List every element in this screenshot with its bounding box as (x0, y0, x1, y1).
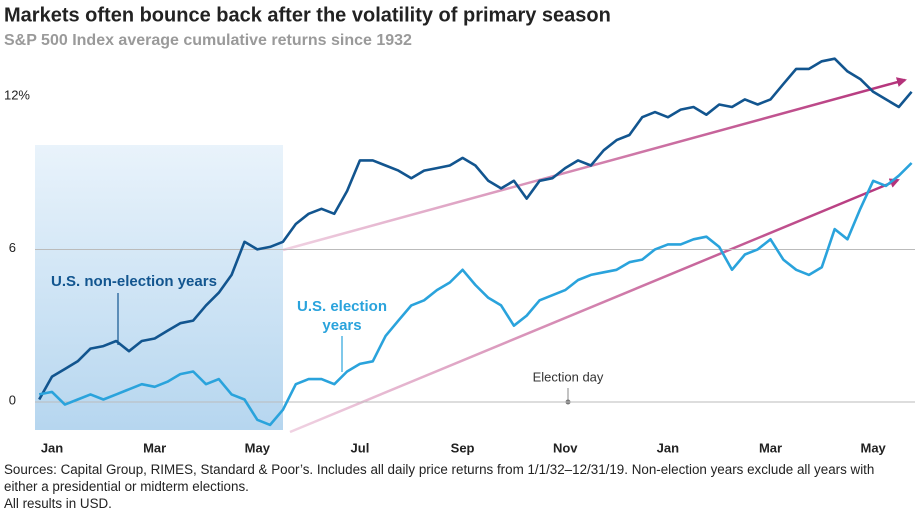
series-line (38, 162, 913, 427)
chart-subtitle: S&P 500 Index average cumulative returns… (4, 32, 412, 49)
series-line (38, 57, 913, 401)
source-text: Sources: Capital Group, RIMES, Standard … (4, 462, 875, 494)
series-label: U.S. election years (296, 298, 388, 334)
trend-arrow (289, 178, 900, 434)
x-tick-label: Mar (143, 440, 166, 455)
x-tick-label: May (245, 440, 271, 455)
x-tick-label: May (861, 440, 887, 455)
plot: 0 6 12% Jan Mar May Jul Sep Nov Jan Mar May (4, 57, 915, 455)
y-tick-label: 0 (9, 392, 16, 407)
series-label: U.S. non-election years (51, 273, 217, 290)
x-tick-label: Sep (451, 440, 475, 455)
x-tick-label: Jul (351, 440, 370, 455)
x-tick-label: Mar (759, 440, 782, 455)
sources: Sources: Capital Group, RIMES, Standard … (4, 461, 909, 512)
primary-season-shading (35, 145, 283, 430)
x-tick-label: Jan (41, 440, 63, 455)
trend-arrow (282, 77, 907, 252)
y-tick-label: 6 (9, 240, 16, 255)
election-day-label: Election day (533, 369, 604, 384)
x-tick-label: Jan (657, 440, 679, 455)
x-tick-label: Nov (553, 440, 578, 455)
y-tick-label: 12% (4, 87, 30, 102)
note-text: All results in USD. (4, 496, 112, 511)
chart-title: Markets often bounce back after the vola… (4, 4, 611, 26)
